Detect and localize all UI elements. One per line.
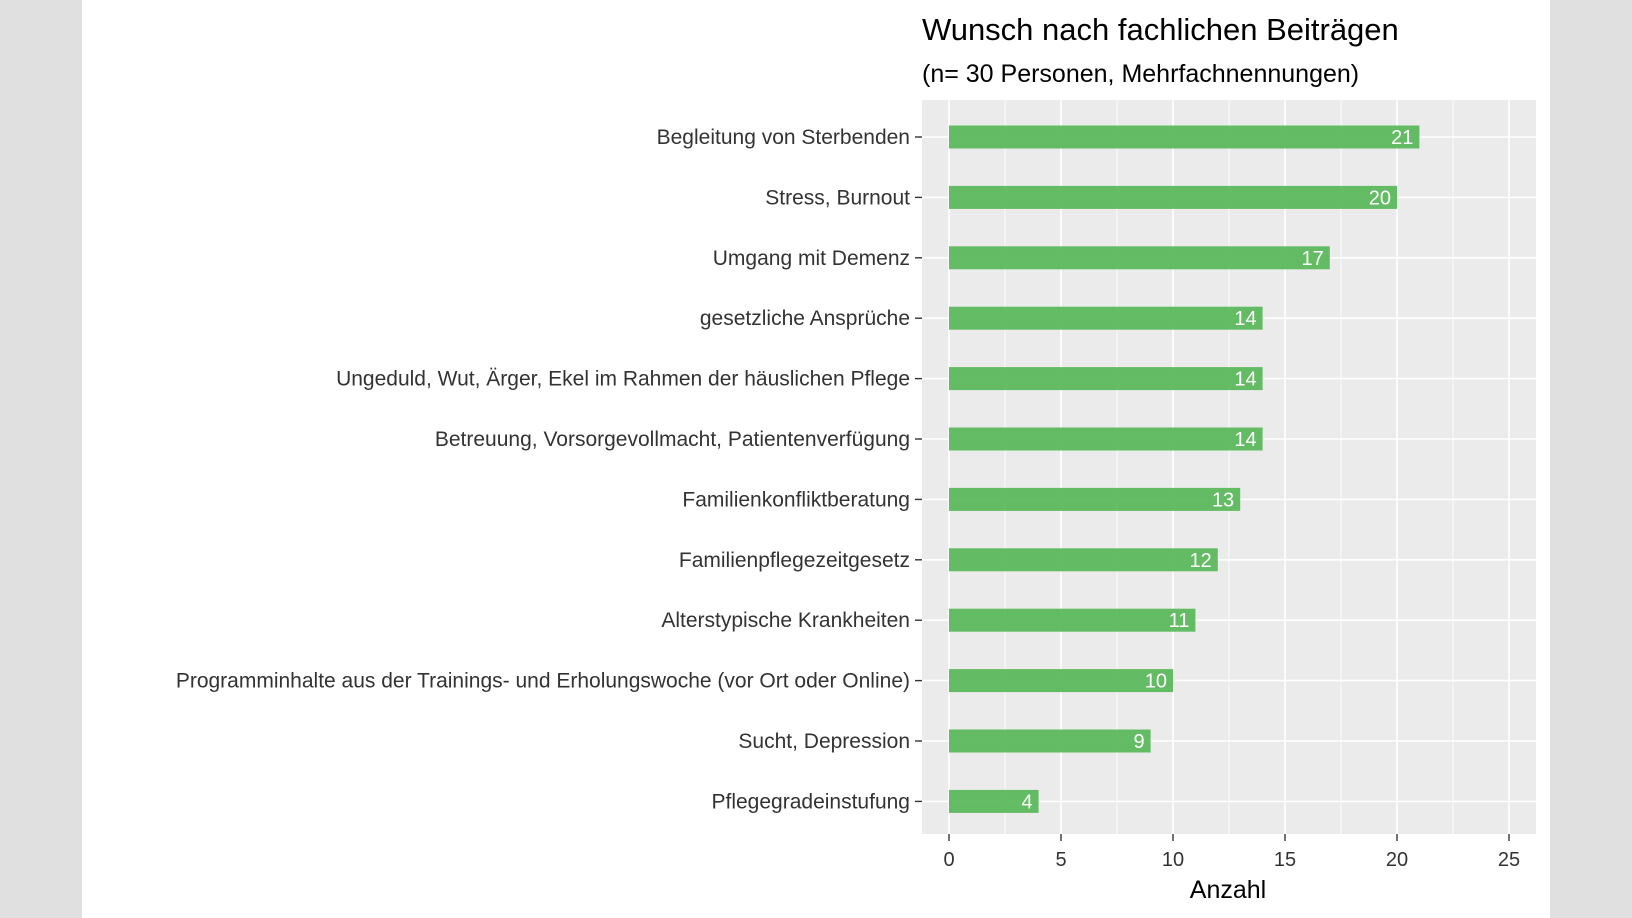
x-tick-label: 20: [1386, 849, 1408, 871]
value-label: 17: [1302, 248, 1324, 270]
bar: [949, 427, 1263, 451]
category-label: Begleitung von Sterbenden: [657, 126, 910, 149]
category-label: gesetzliche Ansprüche: [700, 307, 910, 330]
category-label: Pflegegradeinstufung: [712, 790, 911, 813]
category-label: Familienpflegezeitgesetz: [679, 549, 910, 572]
bar: [949, 487, 1241, 511]
category-label: Alterstypische Krankheiten: [661, 609, 910, 632]
chart-title: Wunsch nach fachlichen Beiträgen: [922, 12, 1399, 47]
value-label: 13: [1212, 489, 1234, 511]
x-tick-label: 25: [1498, 849, 1520, 871]
category-label: Stress, Burnout: [765, 186, 910, 209]
category-label: Betreuung, Vorsorgevollmacht, Patientenv…: [435, 428, 910, 451]
bar: [949, 548, 1218, 572]
bar: [949, 125, 1420, 149]
value-label: 9: [1133, 731, 1144, 753]
x-axis-ticks: 0 5 10 15 20 25: [943, 834, 1520, 871]
value-label: 21: [1391, 127, 1413, 149]
value-label: 14: [1234, 429, 1256, 451]
value-label: 4: [1021, 791, 1032, 813]
x-tick-label: 5: [1055, 849, 1066, 871]
bar: [949, 669, 1173, 693]
chart-subtitle: (n= 30 Personen, Mehrfachnennungen): [922, 60, 1359, 88]
bar: [949, 608, 1196, 632]
value-label: 14: [1234, 369, 1256, 391]
category-label: Sucht, Depression: [738, 730, 910, 753]
bar: [949, 367, 1263, 391]
value-label: 11: [1169, 610, 1190, 632]
bar: [949, 729, 1151, 753]
x-tick-label: 10: [1162, 849, 1184, 871]
bar: [949, 306, 1263, 330]
category-labels: Begleitung von Sterbenden Stress, Burnout…: [176, 126, 922, 813]
category-label: Familienkonfliktberatung: [682, 488, 910, 511]
value-label: 12: [1190, 550, 1212, 572]
bars: 21 20 17 14 14 14 13 12 11 10 9 4: [949, 125, 1420, 813]
value-label: 14: [1234, 308, 1256, 330]
value-label: 10: [1145, 671, 1167, 693]
bar: [949, 185, 1397, 209]
x-tick-label: 15: [1274, 849, 1296, 871]
category-label: Programminhalte aus der Trainings- und E…: [176, 670, 910, 693]
bar: [949, 246, 1330, 270]
x-axis-title: Anzahl: [1190, 876, 1266, 904]
category-label: Umgang mit Demenz: [713, 247, 910, 270]
x-tick-label: 0: [943, 849, 954, 871]
bar: [949, 789, 1039, 813]
category-label: Ungeduld, Wut, Ärger, Ekel im Rahmen der…: [336, 368, 910, 391]
value-label: 20: [1369, 187, 1391, 209]
